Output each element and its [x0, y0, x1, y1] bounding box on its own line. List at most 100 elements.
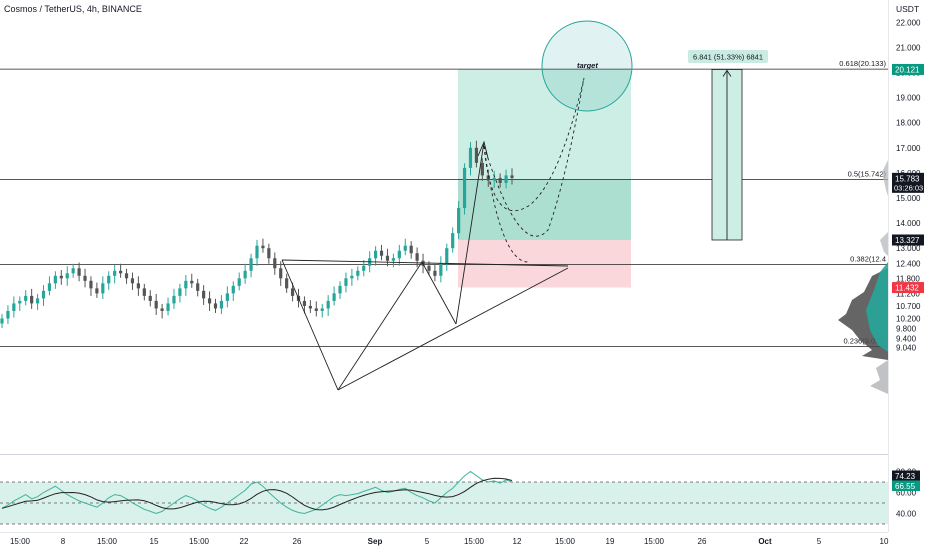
wave-leg	[281, 259, 339, 391]
price-badge	[892, 282, 924, 294]
measure-label: 6.841 (51.33%) 6841	[693, 53, 763, 62]
candle-body	[142, 288, 146, 296]
candle-body	[12, 303, 16, 311]
candle-body	[249, 258, 253, 271]
candle-body	[190, 280, 194, 284]
candle-body	[148, 295, 152, 301]
price-badge-label: 15.783	[895, 174, 920, 183]
price-axis-tick: 10.200	[896, 314, 921, 323]
price-axis-tick: 22.000	[896, 18, 921, 27]
projection-path	[483, 77, 585, 237]
candle-body	[486, 175, 490, 181]
rsi-badge	[892, 480, 920, 491]
candle-body	[332, 293, 336, 301]
candle-body	[403, 245, 407, 251]
candle-body	[338, 285, 342, 294]
candle-body	[219, 300, 224, 309]
wave-leg	[337, 261, 423, 391]
candle-body	[130, 278, 135, 284]
time-axis-label: Oct	[758, 537, 772, 546]
candle-body	[474, 147, 479, 163]
candle-body	[231, 285, 235, 294]
time-axis-label: 15:00	[189, 537, 210, 546]
candle-body	[172, 295, 176, 304]
price-axis-tick: 11.200	[896, 289, 920, 298]
candle-body	[480, 162, 484, 176]
price-axis-tick: 9.040	[896, 344, 917, 353]
candle-body	[326, 300, 330, 309]
candle-body	[439, 263, 443, 276]
candle-body	[445, 248, 449, 264]
candle-body	[207, 298, 212, 304]
price-axis-tick: 10.700	[896, 302, 921, 311]
volume-profile-green	[866, 262, 888, 352]
candle-body	[302, 300, 307, 306]
rsi-badge-label: 74.23	[895, 472, 916, 481]
arrow-head	[477, 140, 489, 159]
candle-body	[397, 250, 401, 259]
time-axis-label: 12	[513, 537, 522, 546]
candle-body	[243, 270, 247, 279]
price-badge-label: 20.121	[895, 65, 920, 74]
candle-body	[124, 273, 129, 279]
triangle-bottom-line	[337, 267, 569, 391]
currency-label: USDT	[896, 4, 919, 14]
rsi-badge	[892, 470, 920, 481]
candle-body	[261, 245, 265, 249]
candle-body	[451, 233, 455, 249]
time-axis-label: 5	[817, 537, 822, 546]
candle-body	[47, 283, 52, 291]
candle-body	[504, 175, 508, 183]
candle-body	[356, 270, 360, 276]
candle-body	[101, 283, 105, 294]
candle-body	[119, 270, 123, 274]
candle-body	[83, 275, 87, 281]
candle-body	[350, 275, 354, 279]
candle-body	[279, 268, 283, 279]
price-axis-tick: 9.800	[896, 325, 917, 334]
candle-body	[409, 245, 413, 254]
candle-body	[202, 290, 206, 299]
candle-body	[225, 293, 229, 301]
time-axis-label: 22	[240, 537, 249, 546]
volume-profile-light	[882, 160, 888, 196]
candle-body	[95, 288, 99, 294]
time-axis-label: 15:00	[97, 537, 118, 546]
measure-label-box	[688, 50, 768, 63]
countdown-label: 03:26:03	[894, 183, 923, 192]
rsi-ma-line	[1, 477, 513, 511]
price-badge	[892, 172, 924, 193]
time-axis-label: 15:00	[10, 537, 31, 546]
candle-body	[237, 278, 241, 286]
candle-body	[154, 300, 158, 309]
price-axis-tick: 9.400	[896, 335, 917, 344]
candle-body	[0, 318, 4, 324]
time-axis-label: 5	[425, 537, 430, 546]
triangle-top-line	[281, 259, 569, 267]
candle-body	[24, 295, 28, 301]
candle-body	[374, 250, 378, 259]
time-axis-label: 8	[61, 537, 66, 546]
candle-body	[6, 310, 10, 319]
candle-body	[510, 175, 514, 178]
time-axis-label: 26	[293, 537, 302, 546]
chart-title: Cosmos / TetherUS, 4h, BINANCE	[4, 4, 142, 14]
time-axis-label: 15:00	[464, 537, 485, 546]
rsi-line	[1, 470, 513, 515]
candle-body	[427, 265, 431, 271]
candle-body	[136, 283, 140, 289]
time-axis-label: 15:00	[555, 537, 576, 546]
candle-body	[113, 270, 117, 276]
candle-body	[107, 275, 111, 284]
price-axis-tick: 19.000	[896, 94, 921, 103]
candle-body	[35, 298, 40, 304]
candle-body	[320, 308, 324, 311]
target-circle	[541, 20, 633, 112]
candle-body	[196, 283, 200, 291]
candle-body	[53, 275, 57, 284]
candle-body	[462, 167, 467, 209]
rsi-axis-tick: 40.00	[896, 510, 917, 519]
candle-body	[391, 258, 395, 261]
